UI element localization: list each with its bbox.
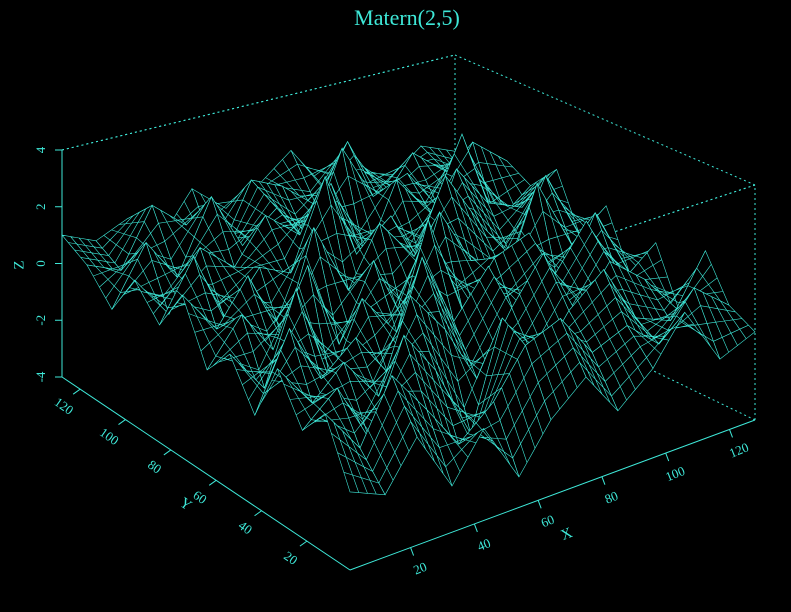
surface-cell [472,141,532,224]
y-tick [299,540,308,547]
x-tick-label: 20 [411,559,429,578]
surface-cell [560,318,619,412]
y-tick [118,419,126,425]
surface-cell [609,260,672,322]
y-tick-label: 120 [52,394,77,417]
surface-cell [199,247,261,322]
axis-line [61,376,351,571]
x-tick [665,452,670,462]
surface-cell [426,409,485,487]
x-tick-label: 40 [475,535,493,554]
z-tick-label: 4 [33,146,48,153]
surface-cell [181,294,242,371]
surface-cell [493,344,552,478]
x-tick [537,500,542,509]
surface-cell [554,220,611,317]
x-tick [729,429,733,438]
y-tick [72,388,81,395]
x-axis-label: X [559,525,575,544]
surface-cell [456,168,512,258]
x-tick [410,547,415,556]
surface-cell [444,317,503,435]
surface-cell [410,295,471,434]
surface-cell [487,175,546,258]
x-tick-label: 80 [603,488,621,507]
surface-cell [145,242,201,316]
surface-cell [324,413,386,496]
surface-cell [453,265,513,380]
surface-cell [626,312,686,369]
surface-cell [151,196,212,279]
surface-cell [256,149,318,207]
surface-cell [289,328,345,404]
z-tick-label: 0 [33,260,48,267]
y-tick-label: 80 [145,457,164,477]
surface-cell [634,287,695,345]
y-tick [163,449,172,456]
surface-cell [277,368,338,431]
surface-cell [439,211,495,313]
surface-cell [470,317,526,434]
x-tick [473,523,478,533]
surface-cell [233,214,292,274]
surface-cell [591,325,654,412]
surface-cell [95,204,153,271]
surface-cell [229,328,290,417]
z-tick-label: -2 [33,315,48,326]
surface-cell [421,257,478,379]
x-tick-label: 60 [539,512,557,531]
surface-cell [61,234,122,271]
y-tick [208,479,217,486]
axis-line [349,419,756,571]
surface-cell [603,269,660,345]
surface-cell [86,242,147,311]
x-tick-label: 120 [727,439,751,460]
surface-cell [359,374,418,496]
y-tick-label: 20 [281,548,300,568]
surface-cell [241,288,297,390]
y-tick-label: 40 [236,518,255,538]
surface-cell [206,314,265,389]
z-axis-label: Z [11,260,27,269]
y-tick [254,510,262,517]
surface-cell [134,256,195,326]
chart-title: Matern(2,5) [354,5,460,30]
surface-cell [693,287,756,360]
surface-cell [324,176,380,292]
surface-cell [391,375,453,487]
y-tick-label: 60 [190,487,209,507]
surface-cell [445,175,507,280]
surface-cell [525,318,587,421]
surface-cell [536,183,596,297]
surface-cell [259,227,315,341]
surface-cell [403,335,459,445]
surface-cell [511,252,570,367]
surface-cell [211,196,266,268]
surface-cell [568,269,628,353]
surface-cell [458,401,520,478]
surface-cell [307,265,363,384]
z-tick-label: 2 [33,204,48,211]
surface-cell [341,148,398,261]
x-tick-label: 100 [663,463,687,484]
y-tick-label: 100 [97,425,122,448]
surface-cell [313,227,374,346]
x-tick [601,476,606,485]
surface-cell [658,287,721,360]
z-tick-label: -4 [33,371,48,382]
box-edge [61,54,456,151]
